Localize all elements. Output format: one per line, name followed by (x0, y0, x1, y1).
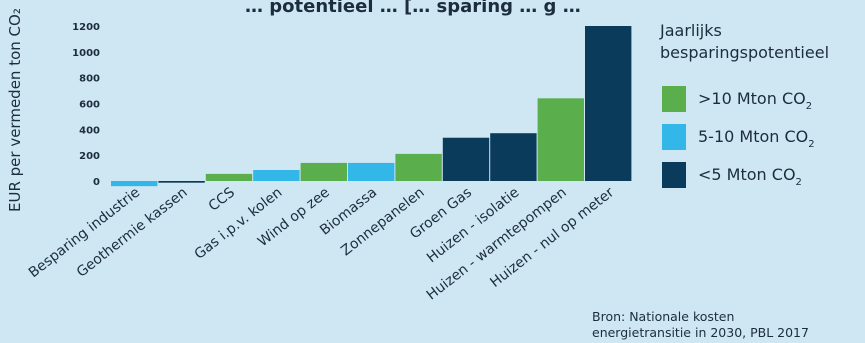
y-axis-label: EUR per vermeden ton CO₂ (6, 8, 24, 212)
legend-title-line1: Jaarlijks (659, 21, 722, 40)
bar-huizen-nul-op-meter (585, 26, 632, 181)
bar-geothermie-kassen (158, 181, 205, 183)
bar-huizen-warmtepompen (537, 98, 584, 181)
y-tick-label: 1200 (72, 22, 100, 33)
bars-group (111, 26, 632, 187)
y-tick-label: 1000 (72, 48, 100, 59)
bar-huizen-isolatie (490, 133, 537, 181)
y-tick-label: 0 (93, 177, 100, 188)
legend-swatch (662, 86, 686, 112)
bar-groen-gas (442, 137, 490, 181)
legend-label: 5-10 Mton CO2 (698, 127, 815, 150)
x-tick-label: Zonnepanelen (338, 185, 427, 260)
legend-swatch (662, 162, 686, 188)
legend-title-line2: besparingspotentieel (660, 43, 829, 62)
y-tick-label: 800 (79, 74, 100, 85)
legend-label: <5 Mton CO2 (698, 165, 802, 188)
bar-ccs (205, 173, 253, 181)
x-tick-label: CCS (206, 184, 238, 214)
bar-wind-op-zee (300, 162, 347, 181)
chart-title: … potentieel … [… sparing … g … (245, 0, 581, 17)
legend: Jaarlijks besparingspotentieel >10 Mton … (659, 21, 829, 188)
bar-biomassa (348, 162, 395, 181)
source-line1: Bron: Nationale kosten (592, 309, 734, 324)
y-axis-ticks: 0 200 400 600 800 1000 1200 (72, 22, 100, 188)
legend-swatch (662, 124, 686, 150)
bar-gas-i-p-v-kolen (253, 170, 300, 181)
bar-zonnepanelen (395, 153, 442, 181)
y-tick-label: 200 (79, 151, 100, 162)
source-line2: energietransitie in 2030, PBL 2017 (592, 325, 809, 340)
bar-besparing-industrie (111, 181, 158, 187)
y-tick-label: 400 (79, 125, 100, 136)
y-tick-label: 600 (79, 100, 100, 111)
legend-label: >10 Mton CO2 (698, 89, 812, 112)
